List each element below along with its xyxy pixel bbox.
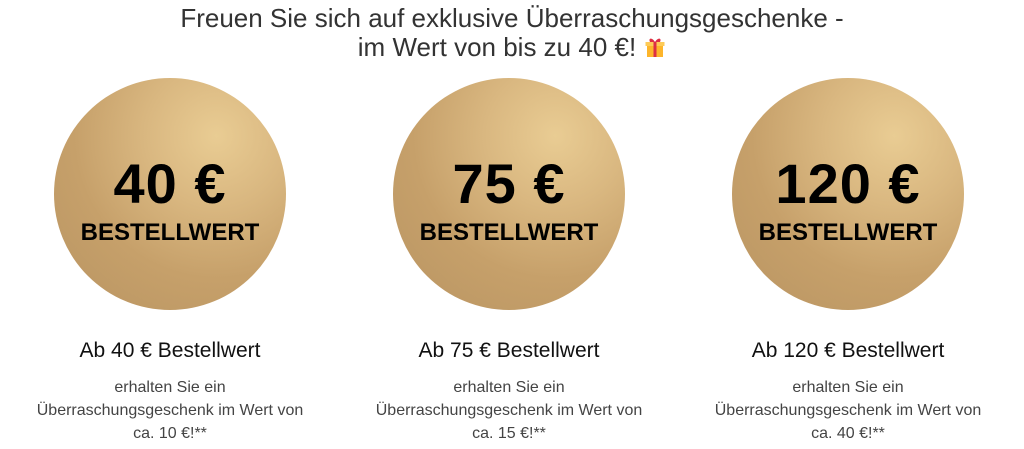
title-line-1: Freuen Sie sich auf exklusive Überraschu… <box>180 3 844 33</box>
title-line-2: im Wert von bis zu 40 €! <box>0 33 1024 62</box>
tier-40: 40 € BESTELLWERT Ab 40 € Bestellwert erh… <box>0 78 340 445</box>
promo-title: Freuen Sie sich auf exklusive Überraschu… <box>0 4 1024 62</box>
tier-badge: 75 € BESTELLWERT <box>393 78 625 310</box>
tier-amount: 40 € <box>113 152 227 215</box>
tier-badge: 120 € BESTELLWERT <box>732 78 964 310</box>
tier-label: BESTELLWERT <box>419 219 599 246</box>
tier-description: erhalten Sie ein Überraschungsgeschenk i… <box>714 379 982 442</box>
tier-label: BESTELLWERT <box>758 219 938 246</box>
tier-heading: Ab 120 € Bestellwert <box>751 339 945 362</box>
tier-amount: 120 € <box>775 152 921 215</box>
gift-icon <box>645 38 665 57</box>
tier-badge: 40 € BESTELLWERT <box>54 78 286 310</box>
tier-heading: Ab 75 € Bestellwert <box>418 339 600 362</box>
tier-description: erhalten Sie ein Überraschungsgeschenk i… <box>36 379 304 442</box>
tier-120: 120 € BESTELLWERT Ab 120 € Bestellwert e… <box>678 78 1018 445</box>
tier-description: erhalten Sie ein Überraschungsgeschenk i… <box>375 379 643 442</box>
tier-75: 75 € BESTELLWERT Ab 75 € Bestellwert erh… <box>339 78 679 445</box>
tier-heading: Ab 40 € Bestellwert <box>79 339 261 362</box>
tier-amount: 75 € <box>452 152 566 215</box>
tier-label: BESTELLWERT <box>80 219 260 246</box>
